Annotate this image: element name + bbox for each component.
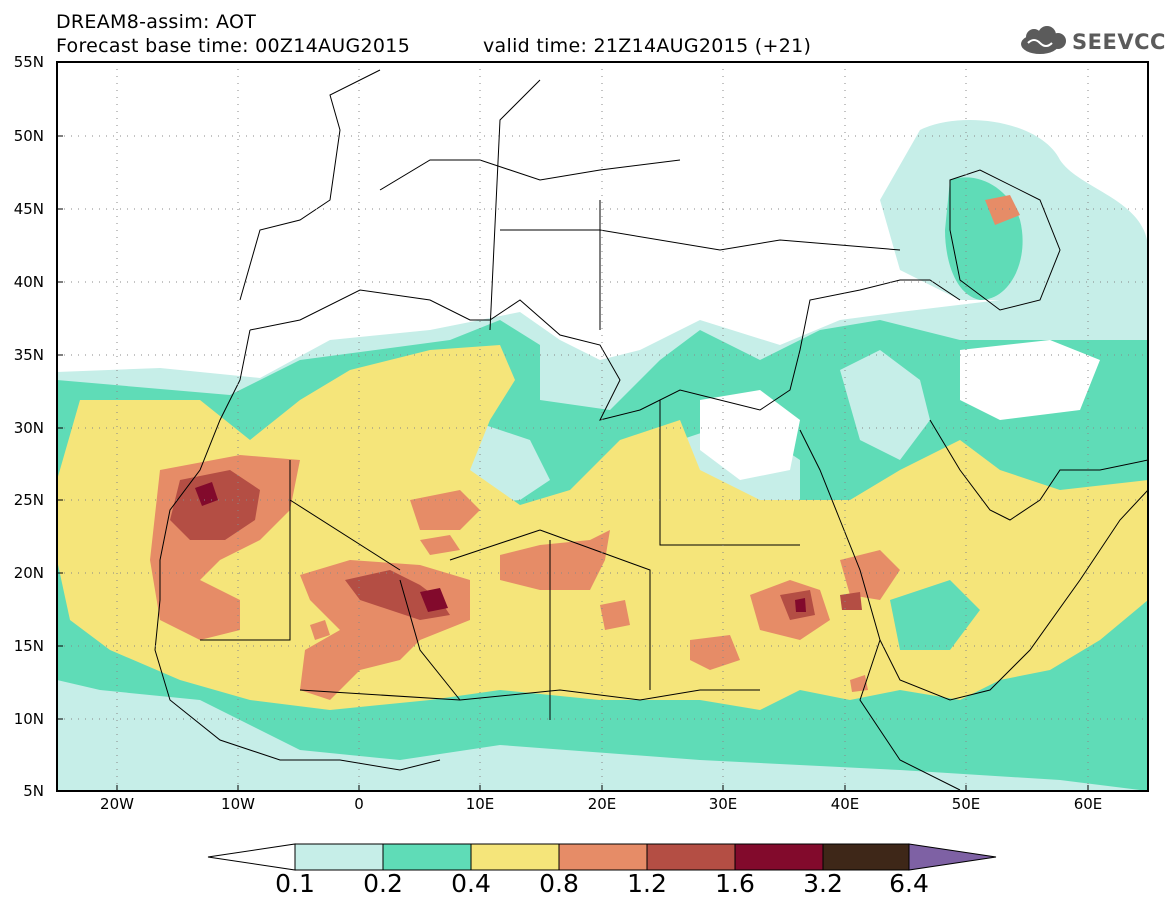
forecast-base-time: Forecast base time: 00Z14AUG2015: [56, 35, 411, 57]
tick-marks: [57, 135, 1089, 791]
colorbar-label: 1.6: [715, 869, 755, 898]
colorbar-label: 3.2: [803, 869, 843, 898]
colorbar-label: 0.2: [363, 869, 403, 898]
colorbar-label: 0.1: [275, 869, 315, 898]
lat-tick-label: 15N: [13, 637, 44, 655]
lon-tick-label: 30E: [708, 795, 738, 813]
lon-tick-label: 20W: [100, 795, 134, 813]
seevccc-logo: SEEVCCC: [1072, 30, 1165, 54]
lat-tick-label: 55N: [13, 53, 44, 71]
colorbar-bin: [558, 843, 648, 871]
colorbar-bin: [470, 843, 560, 871]
lat-tick-label: 30N: [13, 419, 44, 437]
colorbar-label: 0.4: [451, 869, 491, 898]
colorbar-bin: [294, 843, 384, 871]
colorbar-label: 6.4: [889, 869, 929, 898]
colorbar-under-triangle: [207, 843, 296, 871]
lat-tick-label: 20N: [13, 564, 44, 582]
lon-tick-label: 20E: [587, 795, 617, 813]
lat-tick-label: 35N: [13, 346, 44, 364]
lon-tick-label: 10W: [221, 795, 255, 813]
lat-tick-label: 10N: [13, 710, 44, 728]
lon-tick-label: 10E: [465, 795, 495, 813]
lat-tick-label: 45N: [13, 200, 44, 218]
colorbar-over-triangle: [908, 843, 997, 871]
lat-tick-label: 40N: [13, 273, 44, 291]
grid: [57, 62, 1148, 791]
lat-tick-label: 50N: [13, 127, 44, 145]
colorbar-bin: [734, 843, 824, 871]
colorbar: [207, 843, 997, 871]
lon-tick-label: 0: [354, 795, 364, 813]
lon-tick-label: 40E: [830, 795, 860, 813]
colorbar-label: 1.2: [627, 869, 667, 898]
cloud-icon: [1021, 26, 1066, 54]
lon-tick-label: 50E: [951, 795, 981, 813]
colorbar-bin: [382, 843, 472, 871]
map-title: DREAM8-assim: AOT: [56, 11, 257, 33]
valid-time: valid time: 21Z14AUG2015 (+21): [483, 35, 812, 57]
coastlines: [154, 69, 1148, 791]
lat-tick-label: 5N: [23, 782, 44, 800]
colorbar-bin: [646, 843, 736, 871]
colorbar-bin: [822, 843, 910, 871]
lat-tick-label: 25N: [13, 491, 44, 509]
colorbar-label: 0.8: [539, 869, 579, 898]
lon-tick-label: 60E: [1073, 795, 1103, 813]
